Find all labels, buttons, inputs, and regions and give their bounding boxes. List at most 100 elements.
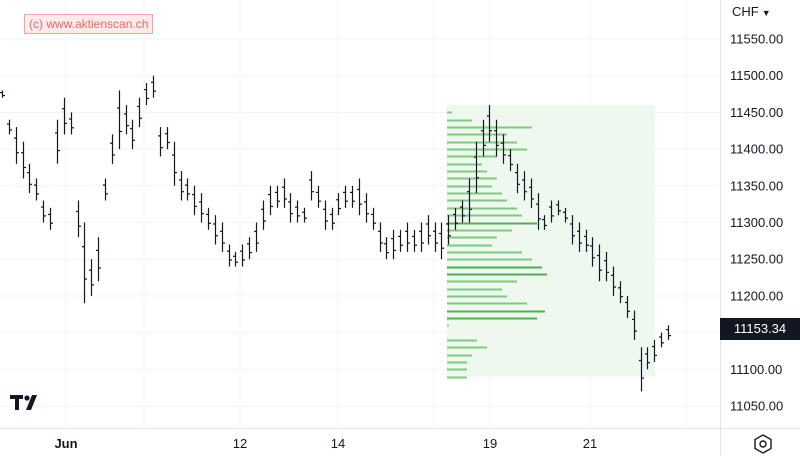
ohlc-bar [172, 141, 177, 186]
ohlc-bar [144, 83, 149, 106]
ohlc-bar [323, 200, 328, 230]
ohlc-bar [659, 332, 664, 348]
ohlc-bar [474, 141, 479, 194]
ohlc-bar [316, 185, 321, 208]
settings-icon[interactable] [752, 433, 774, 455]
ohlc-bar [55, 119, 60, 164]
ohlc-bar [220, 222, 225, 252]
ohlc-bar [487, 105, 492, 142]
ohlc-bar [460, 200, 465, 223]
price-tick-label: 11200.00 [730, 288, 783, 303]
ohlc-bar [330, 207, 335, 230]
last-price-label: 11153.34 [720, 318, 800, 340]
price-tick-label: 11100.00 [730, 362, 782, 377]
ohlc-bar [391, 229, 396, 260]
ohlc-bar [350, 185, 355, 208]
volume-profile [447, 105, 655, 379]
ohlc-bar [494, 119, 499, 157]
ohlc-bar [282, 178, 287, 208]
ohlc-bar [27, 163, 32, 194]
price-tick-label: 11500.00 [730, 68, 783, 83]
ohlc-bar [652, 339, 657, 362]
ohlc-bar [309, 171, 314, 201]
ohlc-bar [34, 178, 39, 201]
ohlc-bar [666, 325, 671, 340]
ohlc-bar [41, 200, 46, 223]
ohlc-bar [522, 171, 527, 201]
ohlc-bar [89, 259, 94, 296]
ohlc-bar [536, 193, 541, 230]
price-tick-label: 11300.00 [730, 215, 783, 230]
ohlc-bar [62, 97, 67, 135]
ohlc-bar [563, 207, 568, 223]
ohlc-bar [364, 193, 369, 223]
ohlc-bar [371, 207, 376, 230]
ohlc-bar [446, 215, 451, 245]
ohlc-bar [453, 207, 458, 230]
ohlc-bar [378, 222, 383, 252]
ohlc-bar [247, 237, 252, 260]
price-tick-label: 11250.00 [730, 252, 783, 267]
ohlc-bar [0, 90, 5, 98]
time-tick-label: 19 [483, 436, 497, 451]
ohlc-bar [268, 185, 273, 216]
ohlc-bar [158, 127, 163, 157]
ohlc-bar [192, 185, 197, 216]
currency-label: CHF [732, 4, 759, 19]
ohlc-bar [357, 178, 362, 216]
ohlc-bar [584, 229, 589, 252]
ohlc-bar [590, 237, 595, 267]
price-tick-label: 11350.00 [730, 178, 783, 193]
ohlc-bar [549, 200, 554, 223]
ohlc-bar [467, 178, 472, 223]
ohlc-bar [426, 215, 431, 245]
ohlc-bar [515, 163, 520, 194]
ohlc-bar [110, 134, 115, 164]
ohlc-bar [261, 200, 266, 230]
ohlc-bar [288, 193, 293, 223]
time-tick-label: 14 [331, 436, 345, 451]
ohlc-bar [398, 229, 403, 252]
ohlc-bar [501, 134, 506, 164]
price-tick-label: 11050.00 [730, 399, 783, 414]
ohlc-bar [570, 215, 575, 245]
ohlc-bar [137, 97, 142, 128]
currency-selector[interactable]: CHF ▼ [732, 4, 771, 19]
ohlc-bar [618, 281, 623, 304]
ohlc-bar [412, 229, 417, 252]
price-tick-label: 11400.00 [730, 142, 783, 157]
ohlc-bar [529, 178, 534, 208]
ohlc-bar [21, 141, 26, 179]
ohlc-bar [14, 127, 19, 164]
time-tick-label: 21 [583, 436, 597, 451]
ohlc-bar [625, 295, 630, 318]
ohlc-bar [213, 215, 218, 245]
ohlc-bar [48, 207, 53, 230]
ohlc-bar [604, 251, 609, 282]
watermark: (c) www.aktienscan.ch [24, 14, 154, 34]
ohlc-bar [7, 119, 12, 135]
ohlc-bar [508, 149, 513, 172]
ohlc-bar [233, 251, 238, 267]
ohlc-bar [117, 90, 122, 150]
ohlc-bar [632, 310, 637, 340]
tradingview-logo-icon[interactable] [10, 393, 46, 413]
ohlc-bar [240, 244, 245, 267]
time-tick-label: 12 [233, 436, 247, 451]
ohlc-bar [336, 193, 341, 216]
ohlc-bar [130, 119, 135, 150]
price-tick-label: 11550.00 [730, 32, 783, 47]
ohlc-bar [103, 178, 108, 201]
ohlc-bar [185, 178, 190, 201]
ohlc-bar [151, 75, 156, 98]
ohlc-bar [433, 222, 438, 252]
ohlc-bar [76, 200, 81, 238]
ohlc-bar [405, 222, 410, 252]
ohlc-bar [165, 127, 170, 150]
price-tick-label: 11450.00 [730, 105, 783, 120]
ohlc-bar [556, 200, 561, 216]
ohlc-bar [419, 222, 424, 252]
ohlc-bar [384, 237, 389, 260]
ohlc-bar [179, 171, 184, 201]
